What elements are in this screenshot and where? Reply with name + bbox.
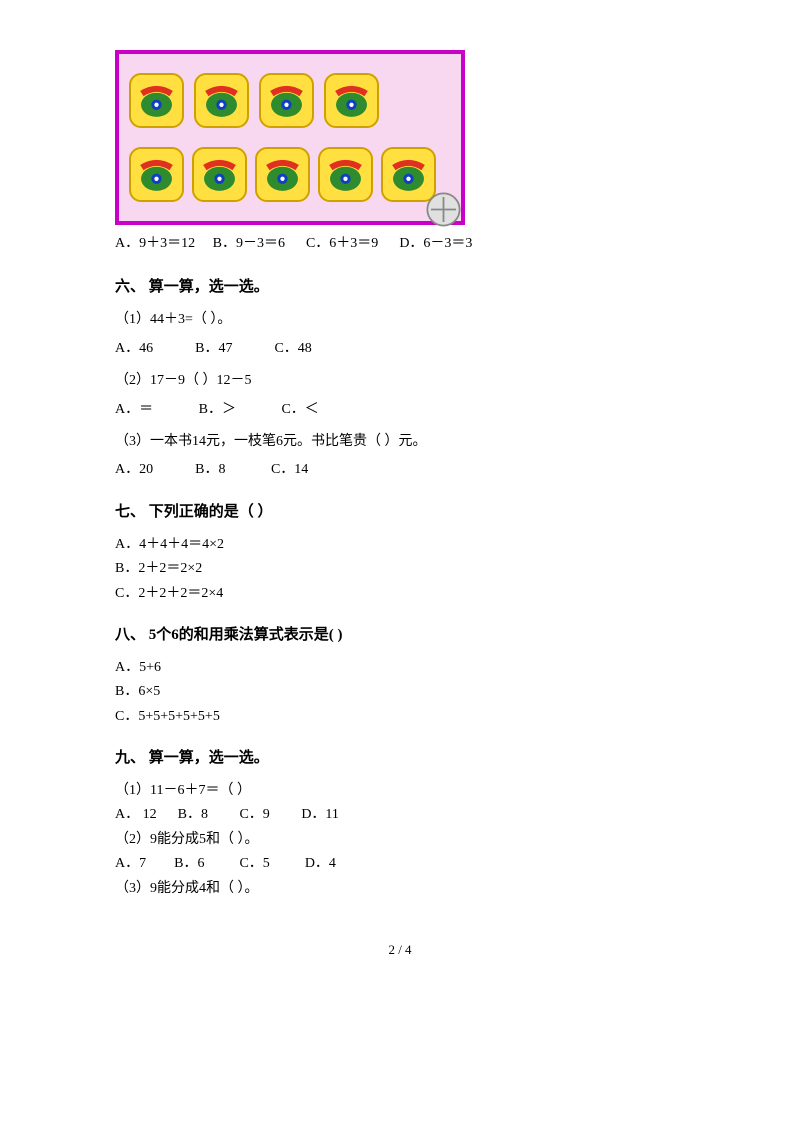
s9-q3: （3）9能分成4和（ ）。: [115, 878, 685, 900]
s6-q3-c: C．14: [271, 462, 308, 477]
phone-icon: [324, 73, 379, 128]
page: A．9＋3＝12 B．9－3＝6 C．6＋3＝9 D．6－3＝3 六、 算一算，…: [0, 0, 800, 961]
s6-q3-a: A．20: [115, 462, 153, 477]
s8-b: B．6×5: [115, 681, 685, 703]
s9-q1-d: D．11: [301, 807, 339, 822]
s6-q2: （2）17－9（ ）12－5: [115, 370, 685, 392]
section-6-heading: 六、 算一算，选一选。: [115, 275, 685, 299]
s9-q1-a: A． 12: [115, 807, 157, 822]
s6-q1-b: B．47: [195, 341, 232, 356]
s6-q2-c: C．＜: [281, 402, 318, 417]
s9-q2-b: B．6: [174, 856, 204, 871]
q5-opt-a: A．9＋3＝12: [115, 236, 195, 251]
q5-opt-c: C．6＋3＝9: [306, 236, 378, 251]
s9-q1-c: C．9: [239, 807, 269, 822]
phone-icon: [129, 73, 184, 128]
s7-a: A．4＋4＋4＝4×2: [115, 534, 685, 556]
phone-icon: [129, 147, 184, 202]
s6-q1-a: A．46: [115, 341, 153, 356]
section-7-heading: 七、 下列正确的是（ ）: [115, 500, 685, 524]
s6-q2-b: B．＞: [199, 402, 236, 417]
s6-q3: （3）一本书14元，一枝笔6元。书比笔贵（ ）元。: [115, 431, 685, 453]
phone-icon: [259, 73, 314, 128]
phone-icon: [318, 147, 373, 202]
s9-q1-b: B．8: [178, 807, 208, 822]
s7-c: C．2＋2＋2＝2×4: [115, 583, 685, 605]
phones-row-1: [129, 73, 451, 128]
s8-c: C．5+5+5+5+5+5: [115, 706, 685, 728]
s6-q3-options: A．20 B．8 C．14: [115, 459, 685, 481]
s6-q3-b: B．8: [195, 462, 225, 477]
q5-opt-d: D．6－3＝3: [399, 236, 472, 251]
phone-icon: [255, 147, 310, 202]
s9-q2-d: D．4: [305, 856, 336, 871]
cursor-icon: [418, 184, 440, 206]
s6-q2-options: A．＝ B．＞ C．＜: [115, 399, 685, 421]
s8-a: A．5+6: [115, 657, 685, 679]
phones-illustration: [115, 50, 465, 225]
s7-b: B．2＋2＝2×2: [115, 558, 685, 580]
s9-q2-a: A．7: [115, 856, 146, 871]
phone-icon: [194, 73, 249, 128]
s9-q2-options: A．7 B．6 C．5 D．4: [115, 853, 685, 875]
s9-q2-c: C．5: [239, 856, 269, 871]
phones-row-2: [129, 147, 451, 202]
phone-icon: [381, 147, 436, 202]
q5-opt-b: B．9－3＝6: [213, 236, 285, 251]
s6-q1: （1）44＋3=（ ）。: [115, 309, 685, 331]
page-footer: 2 / 4: [115, 940, 685, 961]
s9-q2: （2）9能分成5和（ ）。: [115, 829, 685, 851]
q5-options: A．9＋3＝12 B．9－3＝6 C．6＋3＝9 D．6－3＝3: [115, 233, 685, 255]
s9-q1: （1）11－6＋7＝（ ）: [115, 780, 685, 802]
section-8-heading: 八、 5个6的和用乘法算式表示是( ): [115, 623, 685, 647]
s6-q2-a: A．＝: [115, 402, 153, 417]
s6-q1-options: A．46 B．47 C．48: [115, 338, 685, 360]
s9-q1-options: A． 12 B．8 C．9 D．11: [115, 804, 685, 826]
s6-q1-c: C．48: [274, 341, 311, 356]
section-9-heading: 九、 算一算，选一选。: [115, 746, 685, 770]
phone-icon: [192, 147, 247, 202]
